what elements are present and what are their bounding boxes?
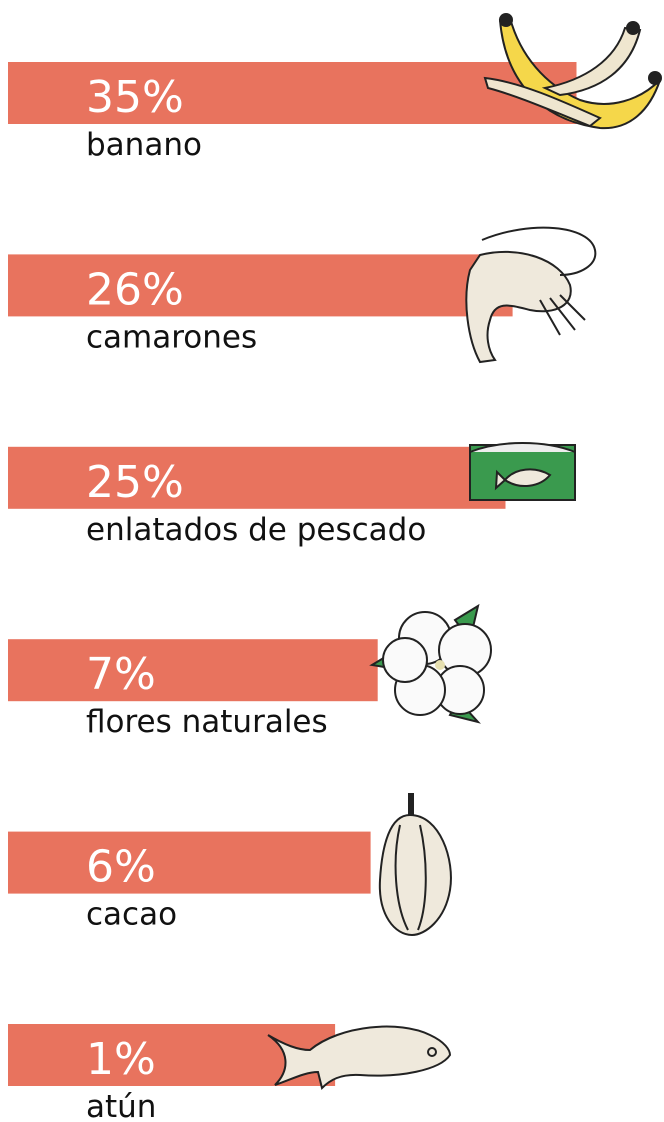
category-label: enlatados de pescado [86, 512, 426, 548]
value-label: 26% [86, 264, 184, 315]
icons [268, 13, 662, 1088]
bar [8, 254, 513, 316]
flower-icon [372, 606, 491, 722]
value-label: 1% [86, 1034, 156, 1085]
category-label: flores naturales [86, 704, 328, 740]
bar [8, 639, 378, 701]
bar [8, 447, 506, 509]
category-label: atún [86, 1089, 156, 1122]
value-label: 35% [86, 72, 184, 123]
category-label: cacao [86, 897, 177, 933]
category-label: camarones [86, 319, 257, 355]
value-label: 25% [86, 457, 184, 508]
cacao-icon [380, 793, 451, 935]
chart: 35% banano 26% camarones 25% enlatados de pes… [0, 0, 664, 1122]
can-icon [470, 443, 575, 500]
category-label: banano [86, 127, 202, 163]
shrimp-icon [466, 228, 595, 362]
bars: 35% banano 26% camarones 25% enlatados de pes… [8, 62, 577, 1122]
value-label: 7% [86, 649, 156, 700]
bar [8, 832, 371, 894]
value-label: 6% [86, 842, 156, 893]
